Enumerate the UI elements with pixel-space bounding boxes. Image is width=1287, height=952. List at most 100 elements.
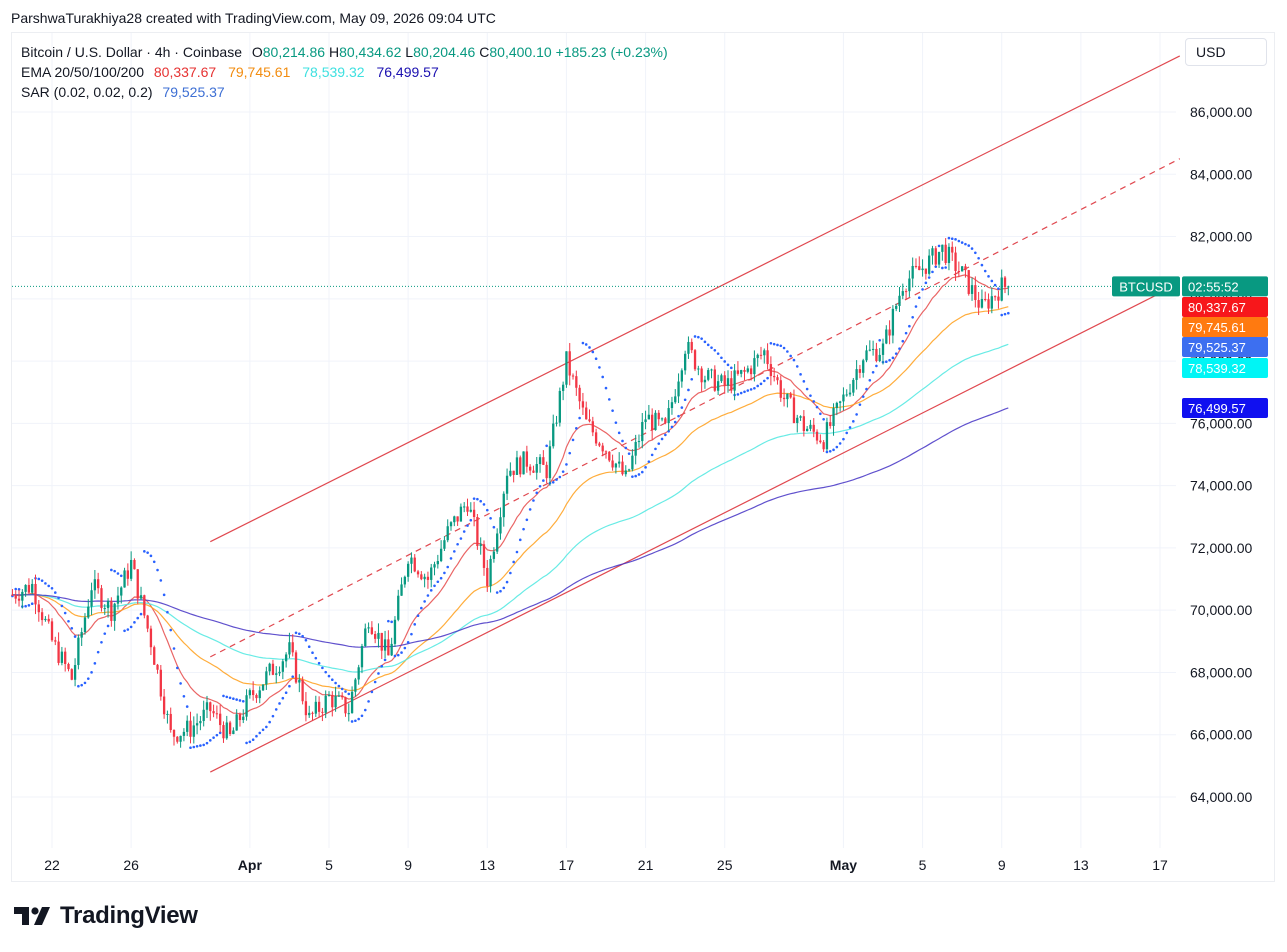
sar-dot (858, 403, 862, 406)
sar-dot (403, 646, 407, 650)
candle-body (291, 642, 294, 653)
candle-body (1007, 286, 1010, 288)
candle-body (776, 377, 779, 381)
candle-body (585, 407, 588, 420)
sar-dot (482, 503, 486, 506)
candle-body (611, 460, 614, 468)
candle-body (331, 694, 334, 708)
sar-dot (743, 390, 746, 394)
candle-body (654, 412, 657, 431)
candle-body (420, 574, 423, 580)
sar-dot (222, 694, 225, 698)
candle-body (47, 618, 50, 622)
candle-body (324, 695, 327, 713)
sar-dot (294, 631, 298, 635)
sar-dot (865, 387, 868, 391)
sar-dot (627, 452, 631, 455)
candle-body (496, 533, 499, 552)
candle-body (314, 701, 317, 714)
sar-dot (129, 625, 133, 629)
sar-dot (921, 288, 924, 291)
candle-body (149, 628, 153, 648)
sar-dot (970, 247, 974, 250)
symbol-tag: BTCUSD (1119, 279, 1172, 294)
sar-dot (832, 448, 835, 452)
candle-body (54, 640, 57, 642)
sar-dot (377, 672, 380, 675)
sar-dot (354, 719, 357, 723)
candle-body (489, 558, 492, 587)
candle-body (525, 451, 529, 467)
sar-dot (307, 645, 311, 649)
candle-body (393, 619, 397, 644)
candle-body (608, 451, 611, 461)
sar-dot (133, 621, 136, 624)
candle-body (618, 461, 621, 464)
candle-body (753, 358, 756, 375)
sar-dot (413, 623, 417, 626)
sar-dot (845, 431, 849, 435)
sar-value: 79,525.37 (162, 84, 225, 100)
sar-dot (390, 620, 393, 624)
sar-dot (60, 604, 64, 608)
sar-dot (485, 508, 489, 512)
sar-dot (70, 626, 74, 630)
sar-dot (274, 708, 278, 711)
sar-dot (739, 391, 743, 395)
sar-dot (330, 678, 334, 682)
candle-body (106, 600, 110, 609)
candle-body (64, 651, 67, 664)
change-value: +185.23 (+0.23%) (555, 44, 668, 60)
candle-body (337, 695, 341, 697)
sar-dot (149, 554, 153, 558)
currency-button[interactable]: USD (1185, 38, 1267, 66)
candle-body (601, 445, 604, 452)
chart-frame[interactable] (11, 32, 1275, 882)
candle-body (367, 627, 370, 629)
ema100-value: 78,539.32 (302, 64, 365, 80)
candle-body (482, 544, 486, 568)
candle-body (710, 369, 713, 371)
sar-dot (898, 347, 901, 350)
candle-body (743, 370, 746, 372)
sar-dot (601, 375, 605, 379)
sar-dot (611, 409, 614, 412)
sar-dot (667, 430, 670, 433)
candle-body (245, 695, 248, 717)
sar-dot (838, 442, 842, 445)
sar-dot (647, 460, 651, 463)
sar-dot (469, 518, 473, 522)
sar-dot (680, 406, 684, 409)
sar-dot (809, 394, 812, 397)
candle-body (159, 669, 162, 697)
sar-dot (433, 584, 436, 588)
candle-body (855, 369, 858, 380)
candle-body (472, 509, 476, 517)
candle-body (156, 664, 159, 670)
candle-body (951, 246, 954, 253)
candle-body (225, 722, 228, 739)
sar-dot (957, 239, 961, 243)
candle-body (403, 576, 406, 585)
sar-dot (443, 571, 446, 575)
sar-dot (159, 579, 163, 582)
tradingview-logo[interactable]: TradingView (14, 902, 198, 930)
candle-body (908, 278, 911, 292)
y-tick-label: 82,000.00 (1190, 229, 1252, 245)
sar-dot (624, 446, 628, 450)
sar-dot (14, 587, 18, 591)
candle-body (822, 442, 825, 450)
candle-body (990, 296, 993, 309)
candle-body (647, 414, 651, 420)
sar-dot (746, 389, 750, 392)
candle-body (512, 470, 515, 475)
sar-dot (298, 632, 301, 636)
sar-dot (538, 484, 542, 488)
candle-body (829, 422, 832, 426)
sar-dot (86, 677, 90, 680)
sar-dot (195, 744, 199, 748)
candle-body (660, 418, 664, 420)
candle-body (70, 669, 73, 680)
x-tick-label: 26 (123, 857, 139, 873)
